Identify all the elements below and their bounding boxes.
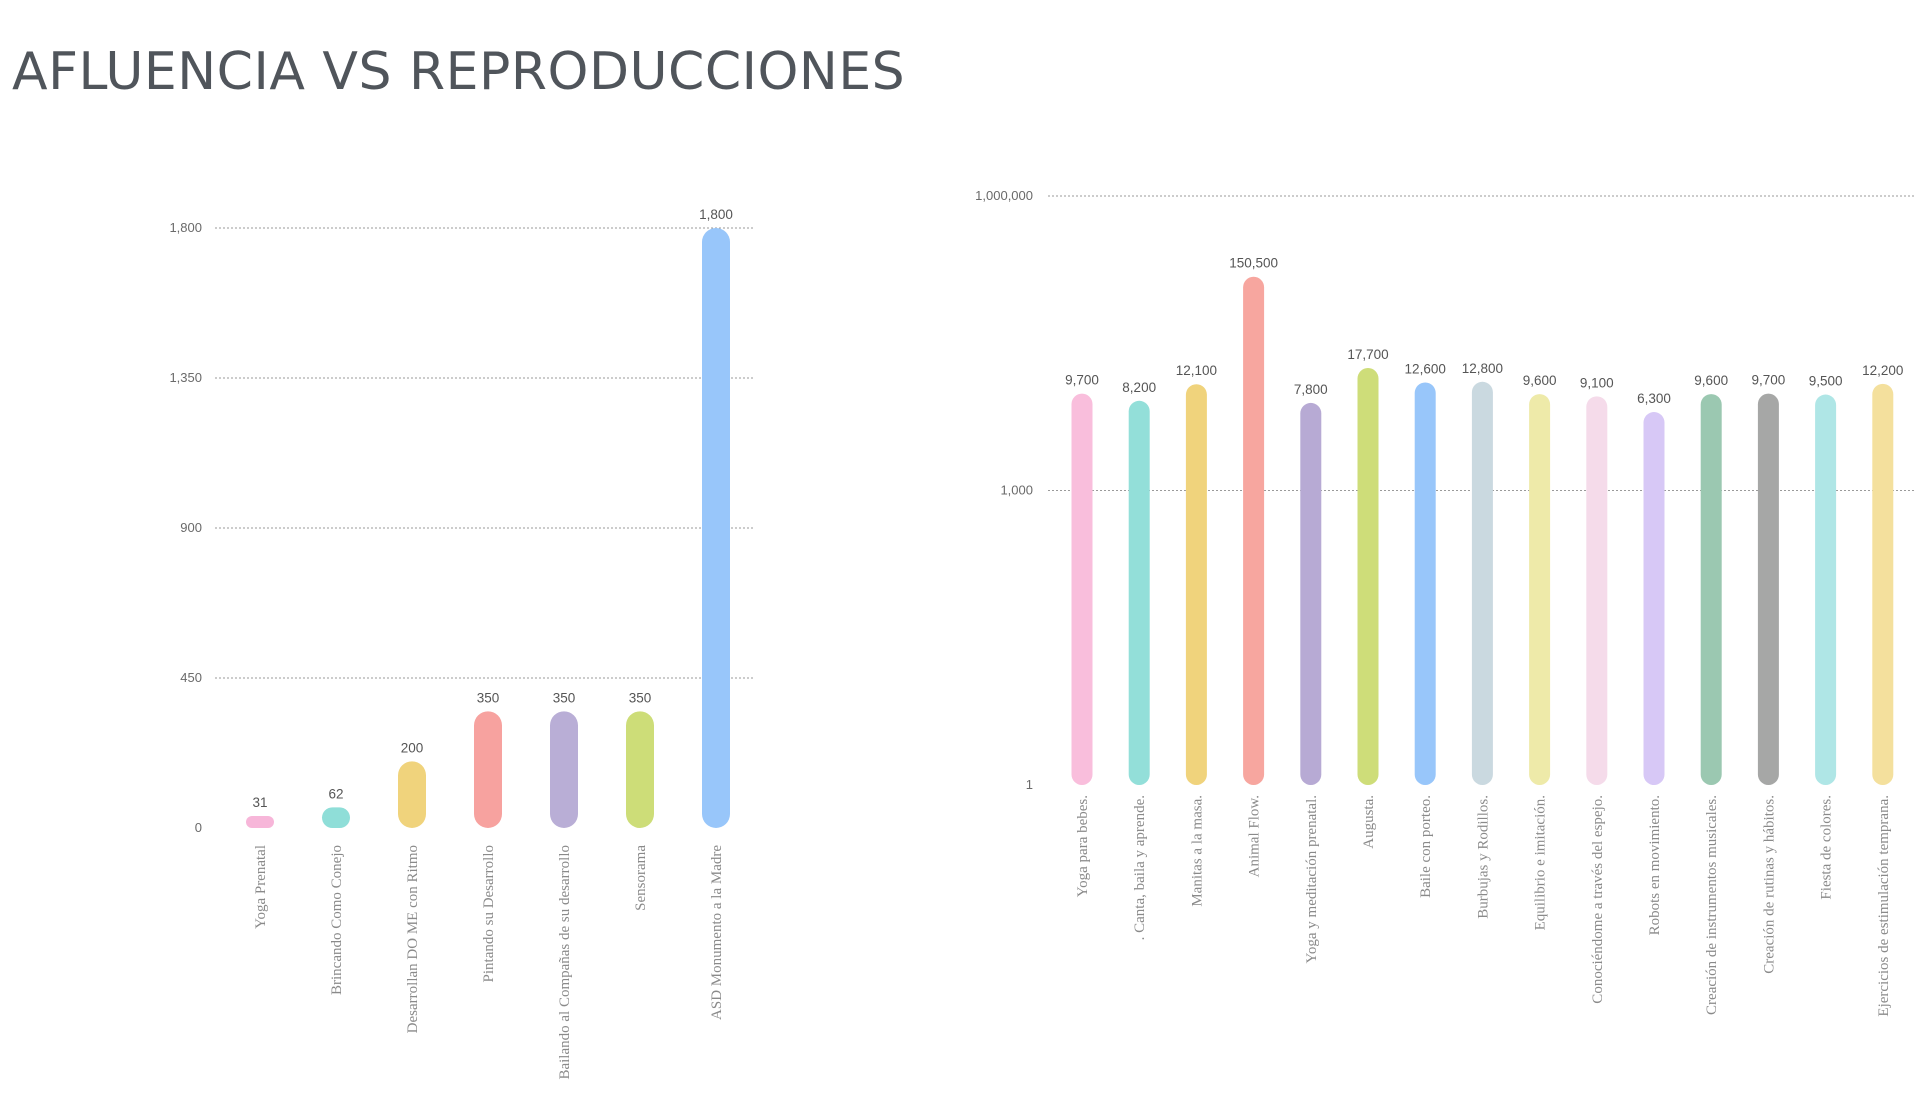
y-tick-label: 900 [180,520,202,535]
x-tick-label: Creación de instrumentos musicales. [1704,795,1720,1015]
x-tick-label: Animal Flow. [1247,795,1263,877]
y-tick-label: 1,350 [169,370,202,385]
data-label: 12,100 [1176,363,1217,378]
x-tick-label: . Canta, baila y aprende. [1132,795,1148,940]
x-tick-label: Equilibrio e imitación. [1533,795,1549,930]
x-tick-label: Creación de rutinas y hábitos. [1761,795,1777,974]
data-label: 350 [629,690,652,705]
y-tick-label: 1 [1026,777,1033,792]
x-tick-label: Robots en movimiento. [1647,795,1663,935]
x-tick-label: Fiesta de colores. [1819,795,1835,900]
x-tick-label: Desarrollan DO ME con Ritmo [405,845,421,1033]
data-label: 8,200 [1122,380,1156,395]
data-label: 200 [401,740,424,755]
bar [626,711,654,828]
x-tick-label: Yoga Prenatal [253,845,269,929]
bar [1128,400,1150,785]
data-label: 12,200 [1862,363,1903,378]
y-tick-label: 0 [195,820,202,835]
data-label: 31 [252,795,267,810]
x-tick-label: Yoga para bebes. [1075,795,1091,897]
data-label: 12,800 [1462,361,1503,376]
y-tick-label: 450 [180,670,202,685]
x-tick-label: Yoga y meditación prenatal. [1304,795,1320,963]
bar [1357,367,1379,785]
bar [474,711,502,828]
data-label: 9,600 [1523,373,1557,388]
attendance-bar-chart: 0 450 900 1,350 1,800 31 Yoga Prenatal 62 Brinca… [169,207,755,1080]
bar [702,228,730,828]
bar [322,807,350,828]
x-tick-label: Bailando al Compañas de su desarrollo [557,845,573,1080]
bar [1414,382,1436,785]
bar [1643,412,1665,785]
y-tick-label: 1,000,000 [975,188,1033,203]
x-tick-label: Brincando Como Conejo [329,845,345,995]
bar [1872,383,1894,785]
data-label: 150,500 [1229,256,1278,271]
x-tick-label: Pintando su Desarrollo [481,845,497,982]
data-label: 350 [553,690,576,705]
bar [1529,394,1551,785]
x-tick-label: Manitas a la masa. [1189,795,1205,907]
data-label: 350 [477,690,500,705]
bar [1300,402,1322,785]
bar [1700,394,1722,785]
data-label: 1,800 [699,207,733,222]
bar [1815,394,1837,785]
data-label: 7,800 [1294,382,1328,397]
data-label: 17,700 [1347,347,1388,362]
x-tick-label: Sensorama [633,845,649,911]
x-tick-label: Conociéndome a través del espejo. [1590,795,1606,1004]
bar [246,816,274,828]
x-tick-label: Burbujas y Rodillos. [1475,795,1491,919]
x-tick-label: ASD Monumento a la Madre [709,845,725,1020]
bar [1185,384,1207,785]
x-tick-label: Augusta. [1361,795,1377,849]
bar [1757,393,1779,785]
data-label: 9,600 [1694,373,1728,388]
page-title: AFLUENCIA VS REPRODUCCIONES [12,42,906,102]
data-label: 12,600 [1405,361,1446,376]
y-tick-label: 1,800 [169,220,202,235]
data-label: 9,500 [1809,374,1843,389]
y-tick-label: 1,000 [1000,483,1033,498]
bar [1243,276,1265,785]
bar [1471,381,1493,785]
data-label: 9,700 [1065,373,1099,388]
bar [1071,393,1093,785]
bar [550,711,578,828]
data-label: 9,700 [1752,373,1786,388]
data-label: 62 [328,786,343,801]
data-label: 9,100 [1580,375,1614,390]
bar [398,761,426,828]
bar [1586,396,1608,785]
x-tick-label: Ejercicios de estimulación temprana. [1876,795,1892,1017]
data-label: 6,300 [1637,391,1671,406]
x-tick-label: Baile con porteo. [1418,795,1434,898]
